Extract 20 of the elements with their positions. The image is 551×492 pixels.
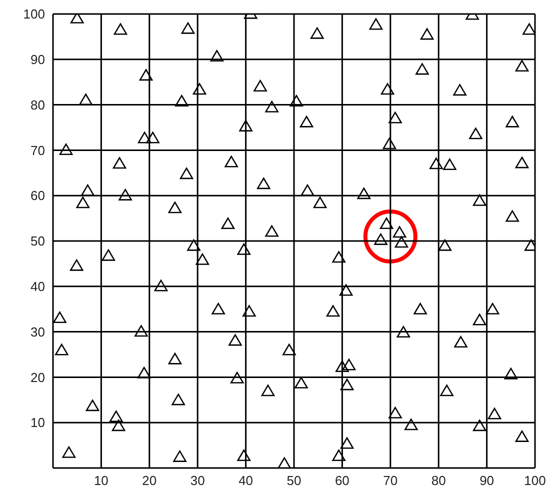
y-tick-label: 20 <box>30 370 45 385</box>
y-tick-label: 60 <box>30 188 45 204</box>
y-tick-label: 100 <box>23 6 45 22</box>
x-tick-label: 10 <box>94 473 108 488</box>
y-tick-label: 80 <box>30 97 45 112</box>
x-tick-label: 80 <box>431 473 446 488</box>
x-tick-label: 50 <box>286 473 302 488</box>
x-tick-label: 100 <box>524 473 546 488</box>
y-tick-label: 10 <box>30 415 45 430</box>
x-tick-label: 40 <box>238 473 254 488</box>
y-tick-label: 30 <box>30 324 45 340</box>
x-tick-label: 20 <box>142 473 157 488</box>
y-tick-label: 50 <box>30 234 45 249</box>
y-tick-label: 90 <box>30 52 45 68</box>
x-tick-label: 90 <box>480 473 494 488</box>
x-tick-label: 30 <box>190 473 205 488</box>
x-tick-label: 70 <box>383 473 398 488</box>
y-tick-label: 40 <box>30 279 45 294</box>
x-tick-label: 60 <box>334 473 350 488</box>
y-tick-label: 70 <box>30 142 45 158</box>
